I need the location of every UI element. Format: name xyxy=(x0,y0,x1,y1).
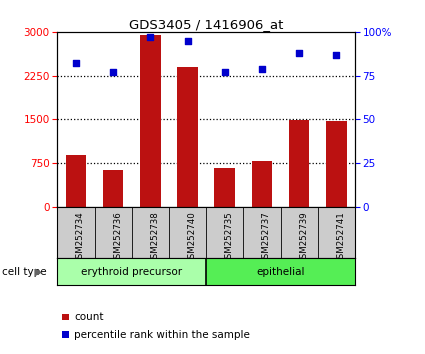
Point xyxy=(296,50,303,56)
Bar xyxy=(177,67,198,207)
Bar xyxy=(289,120,309,207)
Point xyxy=(184,38,191,44)
Text: GSM252736: GSM252736 xyxy=(113,211,122,264)
Text: GSM252741: GSM252741 xyxy=(336,211,345,264)
Text: GSM252739: GSM252739 xyxy=(299,211,308,264)
Bar xyxy=(66,154,86,207)
Text: percentile rank within the sample: percentile rank within the sample xyxy=(74,330,250,339)
Point xyxy=(147,34,154,40)
Bar xyxy=(326,121,346,207)
Text: count: count xyxy=(74,312,104,322)
Point xyxy=(110,69,116,75)
Text: cell type: cell type xyxy=(2,267,47,277)
Point xyxy=(258,66,265,72)
Text: erythroid precursor: erythroid precursor xyxy=(81,267,182,277)
Point xyxy=(221,69,228,75)
Text: GSM252737: GSM252737 xyxy=(262,211,271,264)
Bar xyxy=(215,168,235,207)
Point xyxy=(73,61,79,66)
Bar xyxy=(103,170,123,207)
Bar xyxy=(206,258,355,285)
Text: GSM252738: GSM252738 xyxy=(150,211,159,264)
Point xyxy=(333,52,340,57)
Text: epithelial: epithelial xyxy=(256,267,305,277)
Text: GSM252735: GSM252735 xyxy=(225,211,234,264)
Text: GSM252734: GSM252734 xyxy=(76,211,85,264)
Title: GDS3405 / 1416906_at: GDS3405 / 1416906_at xyxy=(129,18,283,31)
Bar xyxy=(57,258,206,285)
Bar xyxy=(252,161,272,207)
Text: GSM252740: GSM252740 xyxy=(187,211,196,264)
Bar xyxy=(140,35,161,207)
Text: ▶: ▶ xyxy=(35,267,43,277)
